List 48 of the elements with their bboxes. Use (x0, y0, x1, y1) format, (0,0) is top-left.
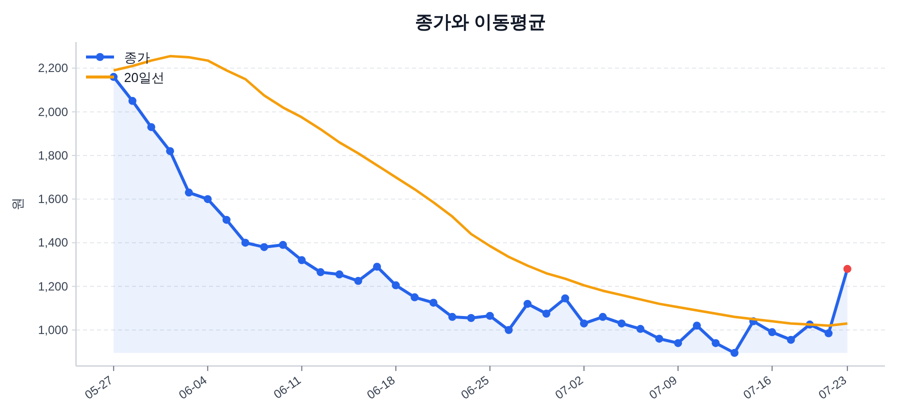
point (448, 312, 456, 321)
y-tick-label: 2,200 (38, 61, 68, 76)
point (524, 300, 532, 308)
point (316, 268, 325, 276)
point (655, 334, 664, 343)
y-tick-label: 1,800 (38, 148, 68, 162)
point (561, 294, 570, 302)
point (824, 329, 833, 338)
point (692, 322, 701, 330)
point (128, 96, 136, 105)
point (580, 319, 588, 328)
point (147, 123, 156, 132)
point (222, 216, 231, 224)
point (373, 262, 382, 271)
point (260, 243, 268, 252)
point (392, 281, 400, 290)
point (166, 147, 174, 156)
point (768, 328, 776, 336)
legend-label: 20일선 (124, 70, 164, 85)
point (410, 293, 419, 302)
y-tick-label: 1,000 (38, 323, 68, 337)
point (542, 310, 550, 318)
y-tick-label: 2,000 (38, 104, 68, 119)
point (674, 339, 682, 348)
point (354, 276, 362, 285)
point (712, 339, 720, 348)
point (298, 256, 306, 264)
y-axis-title: 원 (10, 198, 25, 210)
point (618, 319, 626, 328)
point (429, 298, 438, 307)
point (204, 195, 212, 204)
point (504, 326, 513, 334)
point (241, 238, 250, 247)
point (184, 188, 193, 197)
y-tick-label: 1,400 (38, 236, 68, 250)
y-tick-label: 1,600 (38, 192, 68, 206)
point (486, 312, 494, 320)
point (278, 240, 287, 249)
y-tick-label: 1,200 (38, 279, 68, 294)
point (335, 270, 344, 278)
point (730, 348, 738, 357)
point (598, 312, 607, 321)
point (843, 264, 852, 273)
point (786, 336, 795, 344)
point (636, 324, 644, 333)
chart-title: 종가와 이동평균 (414, 12, 546, 32)
legend-label: 종가 (124, 50, 150, 65)
point (467, 314, 476, 322)
